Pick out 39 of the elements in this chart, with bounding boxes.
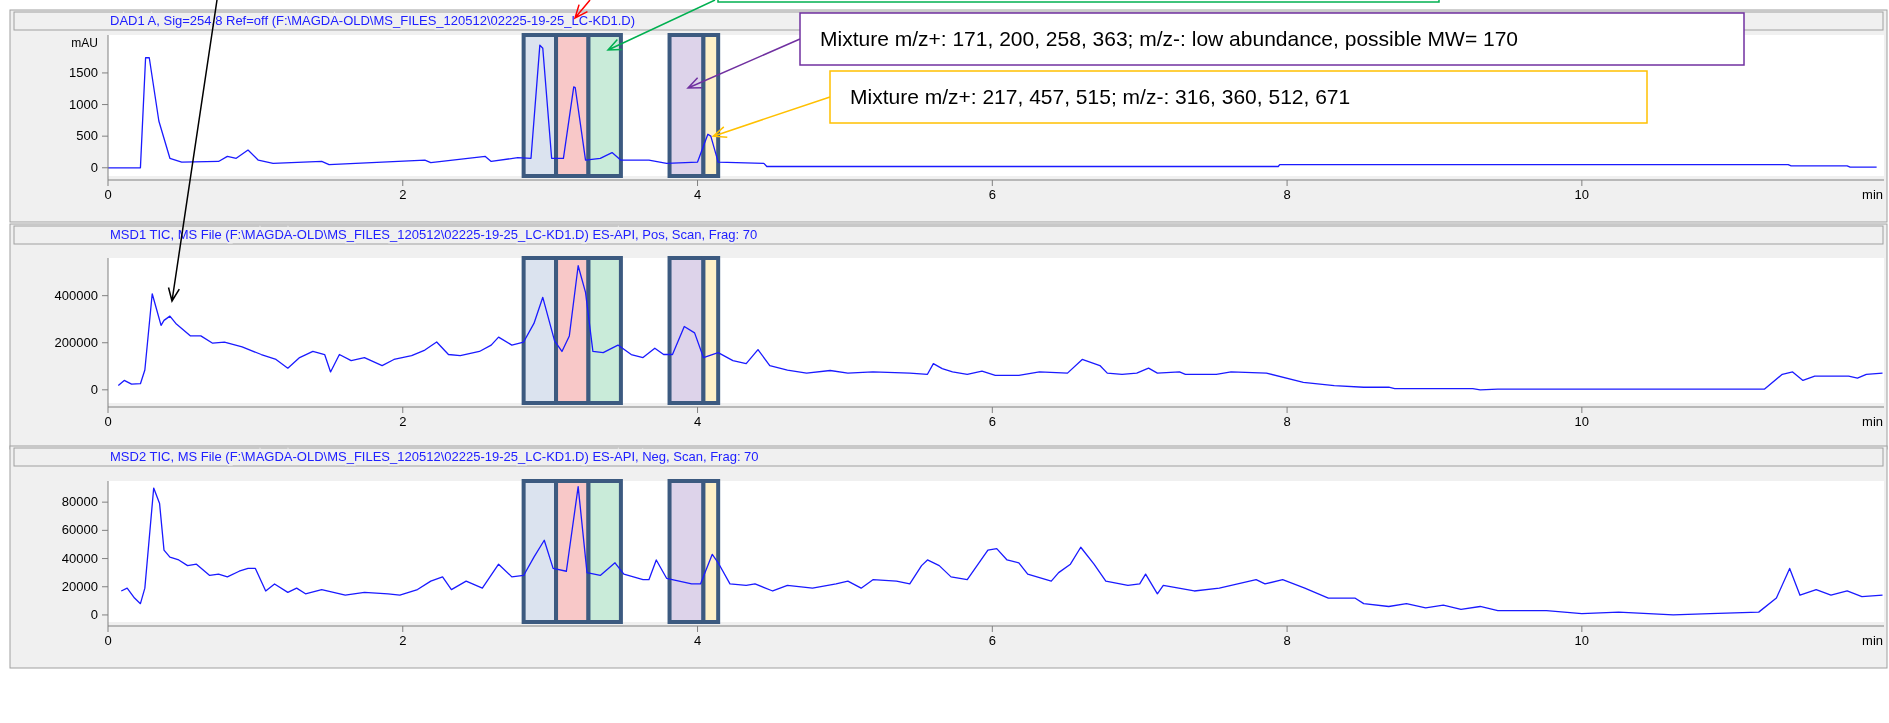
y-tick-label: 1000 [69, 96, 98, 112]
y-tick-label: 0 [90, 606, 98, 622]
y-tick-label: 1500 [69, 64, 98, 80]
x-tick-label: 8 [1283, 187, 1291, 202]
x-axis-title: min [1862, 187, 1883, 202]
x-tick-label: 4 [693, 633, 702, 648]
x-tick-label: 8 [1283, 633, 1291, 648]
x-tick-label: 10 [1574, 414, 1590, 429]
x-tick-label: 0 [104, 187, 112, 202]
y-axis-title: mAU [71, 36, 98, 50]
y-tick-label: 200000 [54, 334, 98, 350]
x-tick-label: 10 [1574, 187, 1590, 202]
x-tick-label: 0 [104, 414, 112, 429]
chart-title: MSD2 TIC, MS File (F:\MAGDA-OLD\MS_FILES_120512\02225-19-25_LC-KD1.D) ES-API, Neg, Scan, Frag: 70 [110, 449, 759, 464]
x-tick-label: 2 [399, 187, 407, 202]
annotation: Mixture m/z+: 171, 200, 258, 363; m/z-: low abundance, possible MW= 170 [820, 27, 1519, 50]
y-tick-label: 40000 [61, 550, 98, 566]
x-tick-label: 4 [693, 187, 702, 202]
x-tick-label: 2 [399, 414, 407, 429]
y-tick-label: 80000 [61, 494, 98, 510]
y-tick-label: 60000 [61, 522, 98, 538]
x-axis-title: min [1862, 414, 1883, 429]
x-tick-label: 4 [693, 414, 702, 429]
x-tick-label: 2 [399, 633, 407, 648]
x-tick-label: 0 [104, 633, 112, 648]
x-tick-label: 6 [988, 633, 996, 648]
line-series [117, 265, 1884, 391]
x-axis-title: min [1862, 633, 1883, 648]
y-tick-label: 0 [90, 381, 98, 397]
y-tick-label: 500 [76, 128, 98, 144]
x-tick-label: 10 [1574, 633, 1590, 648]
x-tick-label: 6 [988, 187, 996, 202]
x-tick-label: 6 [988, 414, 996, 429]
y-tick-label: 20000 [61, 578, 98, 594]
line-series [120, 485, 1884, 616]
annotation: Mixture m/z+: 217, 457, 515; m/z-: 316, 360, 512, 671 [850, 85, 1351, 108]
y-tick-label: 0 [90, 159, 98, 175]
x-tick-label: 8 [1283, 414, 1291, 429]
y-tick-label: 400000 [54, 287, 98, 303]
